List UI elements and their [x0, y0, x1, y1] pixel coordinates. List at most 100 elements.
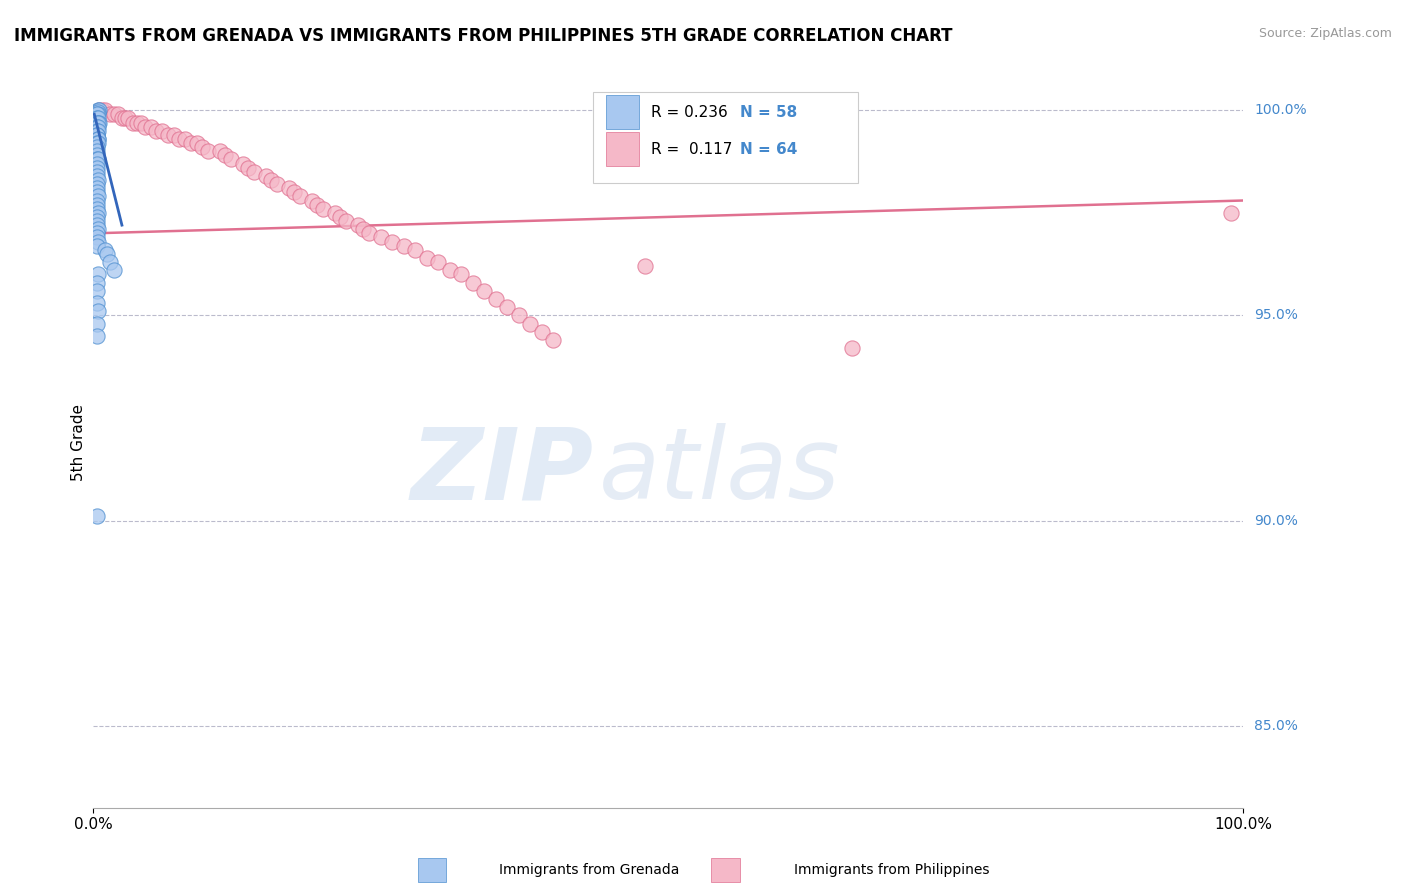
- Text: Source: ZipAtlas.com: Source: ZipAtlas.com: [1258, 27, 1392, 40]
- Point: [86, 202, 108, 216]
- Point: [427, 255, 450, 269]
- Text: 95.0%: 95.0%: [1254, 309, 1298, 322]
- Point: [87, 189, 110, 203]
- Point: [139, 120, 162, 134]
- Point: [352, 222, 374, 236]
- Point: [392, 238, 415, 252]
- Point: [86, 276, 108, 290]
- Text: IMMIGRANTS FROM GRENADA VS IMMIGRANTS FROM PHILIPPINES 5TH GRADE CORRELATION CHA: IMMIGRANTS FROM GRENADA VS IMMIGRANTS FR…: [14, 27, 952, 45]
- Point: [508, 309, 530, 323]
- Point: [131, 115, 153, 129]
- Point: [87, 105, 110, 120]
- Point: [156, 128, 179, 142]
- Point: [86, 140, 108, 154]
- Point: [260, 173, 283, 187]
- Point: [197, 145, 219, 159]
- Point: [329, 210, 352, 224]
- Point: [519, 317, 541, 331]
- Point: [370, 230, 392, 244]
- Point: [346, 218, 368, 232]
- Point: [439, 263, 461, 277]
- Point: [150, 124, 173, 138]
- Point: [91, 103, 114, 118]
- Text: R =  0.117: R = 0.117: [651, 142, 733, 157]
- Point: [243, 165, 266, 179]
- Point: [86, 156, 108, 170]
- Point: [219, 153, 242, 167]
- Point: [87, 107, 110, 121]
- Point: [335, 214, 357, 228]
- Point: [87, 304, 110, 318]
- Point: [86, 214, 108, 228]
- Point: [86, 227, 108, 241]
- Point: [86, 153, 108, 167]
- Point: [87, 103, 110, 118]
- Point: [87, 173, 110, 187]
- Point: [1220, 206, 1243, 220]
- Point: [86, 128, 108, 142]
- Point: [87, 115, 110, 129]
- Point: [93, 103, 115, 118]
- Point: [86, 317, 108, 331]
- Point: [86, 218, 108, 232]
- Text: atlas: atlas: [599, 424, 841, 520]
- Point: [359, 227, 381, 241]
- Point: [232, 156, 254, 170]
- Point: [87, 268, 110, 282]
- Point: [186, 136, 208, 150]
- Text: N = 64: N = 64: [741, 142, 797, 157]
- Point: [841, 341, 863, 355]
- Point: [86, 197, 108, 211]
- Point: [266, 177, 288, 191]
- Point: [125, 115, 148, 129]
- Text: ZIP: ZIP: [411, 424, 593, 520]
- Text: 90.0%: 90.0%: [1254, 514, 1298, 527]
- Point: [96, 247, 118, 261]
- Point: [180, 136, 202, 150]
- Point: [530, 325, 553, 339]
- Point: [100, 107, 122, 121]
- Point: [191, 140, 214, 154]
- Point: [86, 509, 108, 524]
- Point: [87, 222, 110, 236]
- Point: [381, 235, 404, 249]
- Point: [86, 284, 108, 298]
- Point: [169, 132, 191, 146]
- Point: [86, 148, 108, 162]
- Y-axis label: 5th Grade: 5th Grade: [72, 404, 86, 481]
- Point: [634, 259, 657, 273]
- Point: [134, 120, 156, 134]
- Point: [86, 107, 108, 121]
- Point: [111, 112, 134, 126]
- Point: [312, 202, 335, 216]
- Point: [174, 132, 197, 146]
- Point: [86, 329, 108, 343]
- Point: [87, 115, 110, 129]
- Point: [107, 107, 129, 121]
- Point: [86, 296, 108, 310]
- Point: [496, 300, 519, 314]
- Point: [103, 263, 125, 277]
- Point: [163, 128, 186, 142]
- Text: 100.0%: 100.0%: [1254, 103, 1306, 117]
- Point: [86, 194, 108, 208]
- Point: [404, 243, 426, 257]
- Point: [86, 120, 108, 134]
- Point: [87, 206, 110, 220]
- Point: [254, 169, 277, 183]
- Point: [307, 197, 329, 211]
- Point: [86, 165, 108, 179]
- Point: [114, 112, 136, 126]
- Point: [87, 103, 110, 118]
- FancyBboxPatch shape: [606, 95, 640, 129]
- Point: [93, 243, 115, 257]
- Point: [86, 169, 108, 183]
- Point: [415, 251, 437, 265]
- Point: [86, 145, 108, 159]
- Point: [100, 255, 122, 269]
- Point: [86, 238, 108, 252]
- Point: [288, 189, 311, 203]
- FancyBboxPatch shape: [593, 92, 858, 184]
- Point: [484, 292, 506, 306]
- Point: [86, 112, 108, 126]
